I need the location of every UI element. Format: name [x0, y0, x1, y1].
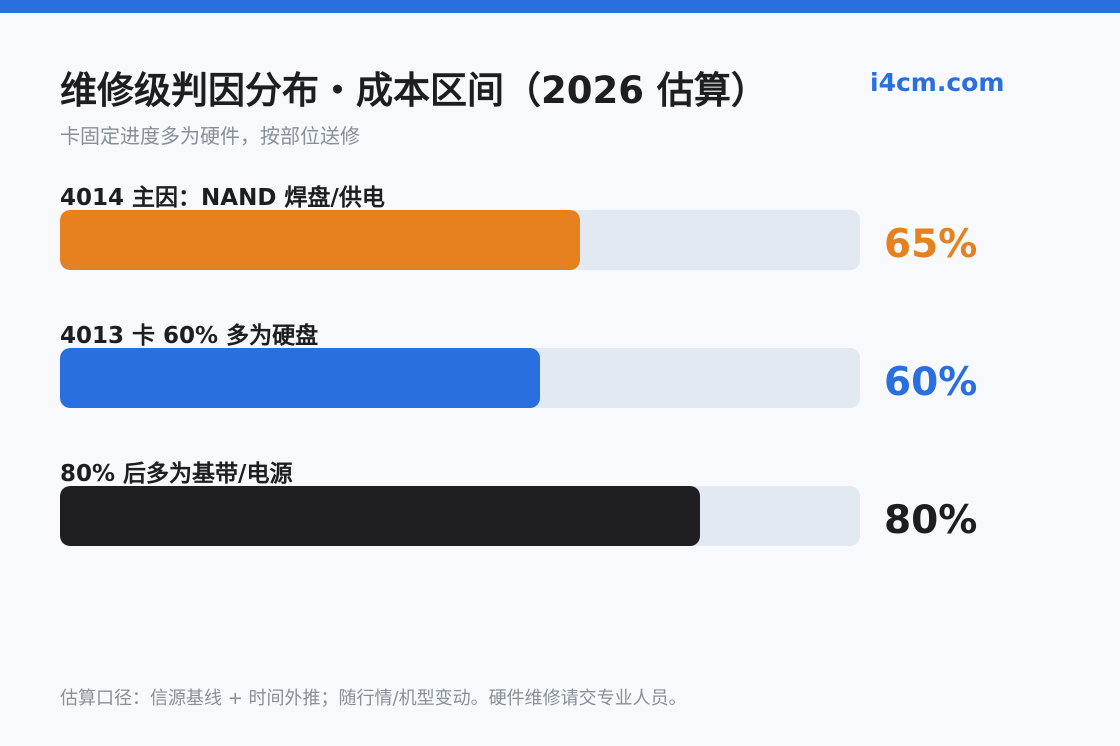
- bar: [60, 486, 700, 546]
- chart-title: 维修级判因分布・成本区间（2026 估算）: [60, 69, 768, 112]
- bar-label: 80% 后多为基带/电源: [60, 461, 293, 487]
- bar-track: [60, 486, 860, 546]
- bar-track: [60, 210, 860, 270]
- bar-track: [60, 348, 860, 408]
- bar: [60, 348, 540, 408]
- bar-label: 4013 卡 60% 多为硬盘: [60, 323, 319, 349]
- bar: [60, 210, 580, 270]
- brand-link[interactable]: i4cm.com: [870, 68, 1005, 97]
- bar-label: 4014 主因：NAND 焊盘/供电: [60, 185, 385, 211]
- chart-subtitle: 卡固定进度多为硬件，按部位送修: [60, 124, 360, 148]
- bar-value-label: 65%: [884, 222, 978, 267]
- bar-value-label: 60%: [884, 360, 978, 405]
- bar-value-label: 80%: [884, 498, 978, 543]
- footer-note: 估算口径：信源基线 + 时间外推；随行情/机型变动。硬件维修请交专业人员。: [60, 688, 687, 709]
- top-accent-strip: [0, 0, 1120, 13]
